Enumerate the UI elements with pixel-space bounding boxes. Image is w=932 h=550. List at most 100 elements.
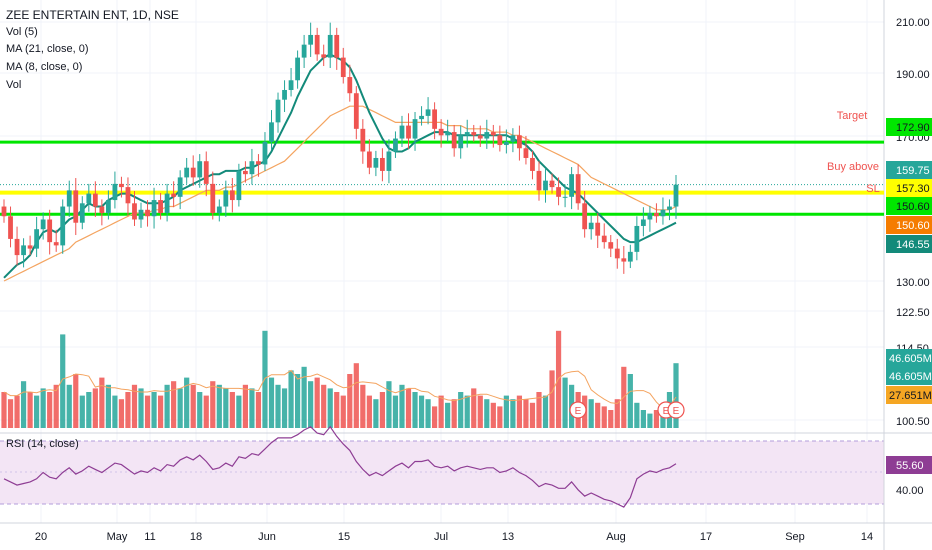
indicator-ma21[interactable]: MA (21, close, 0) <box>6 43 89 55</box>
svg-text:157.30: 157.30 <box>896 183 930 195</box>
earnings-marker-circle <box>667 401 685 419</box>
candle-body <box>399 125 405 139</box>
volume-bar <box>373 399 379 428</box>
candle-body <box>419 115 424 120</box>
candle-body <box>627 251 633 262</box>
time-tick: 13 <box>502 531 514 543</box>
candle-body <box>510 135 516 142</box>
indicator-ma8[interactable]: MA (8, close, 0) <box>6 61 83 73</box>
volume-bar <box>588 399 594 428</box>
candle-body <box>184 167 190 178</box>
volume-bar <box>432 406 438 428</box>
price-tick: 100.50 <box>896 416 930 428</box>
candle-body <box>177 177 183 197</box>
volume-bar <box>523 399 529 428</box>
volume-bar <box>497 406 503 428</box>
volume-bar <box>562 377 568 428</box>
volume-bar <box>236 395 242 428</box>
volume-bar <box>99 377 105 428</box>
time-tick: 18 <box>190 531 202 543</box>
candle-body <box>366 151 372 168</box>
time-tick: Sep <box>785 531 805 543</box>
volume-bar <box>242 384 248 428</box>
svg-text:150.60: 150.60 <box>896 220 930 232</box>
volume-bar <box>379 392 386 428</box>
volume-bar <box>510 399 516 428</box>
indicator-vol[interactable]: Vol <box>6 79 22 91</box>
volume-bar <box>79 395 85 428</box>
candle-body <box>236 170 242 201</box>
candle-body <box>242 170 248 175</box>
volume-bar <box>653 410 660 428</box>
candle-body <box>73 190 79 223</box>
candle-body <box>125 187 131 204</box>
candle-body <box>490 132 496 136</box>
candle-body <box>575 174 581 204</box>
time-tick: May <box>107 531 128 543</box>
volume-bar <box>294 374 301 428</box>
candle-body <box>249 161 255 175</box>
volume-bar <box>125 392 131 428</box>
earnings-marker[interactable]: E <box>569 401 587 419</box>
price-badge-ma21: 150.60 <box>886 216 932 234</box>
earnings-marker-circle <box>569 401 587 419</box>
time-axis[interactable]: 20 May 11 18 Jun 15 Jul 13 Aug 17 Sep 14 <box>35 531 873 543</box>
rsi-indicator-label[interactable]: RSI (14, close) <box>6 438 79 450</box>
volume-bar <box>118 399 125 428</box>
symbol-title[interactable]: ZEE ENTERTAIN ENT, 1D, NSE <box>6 8 179 22</box>
candle-body <box>197 161 203 178</box>
candle-body <box>132 203 137 220</box>
volume-bar <box>184 377 190 428</box>
volume-bar <box>314 377 320 428</box>
volume-bar <box>445 402 451 428</box>
time-tick: 11 <box>144 531 155 543</box>
price-axis[interactable]: 210.00 190.00 170.00 130.00 122.50 114.5… <box>896 17 930 428</box>
volume-bar <box>34 395 40 428</box>
candle-body <box>216 206 222 214</box>
price-tick: 210.00 <box>896 17 930 29</box>
candle-body <box>158 200 163 214</box>
volume-bar <box>353 363 359 428</box>
candle-body <box>477 135 483 139</box>
candle-body <box>601 235 607 243</box>
candle-body <box>262 141 268 165</box>
candle-body <box>556 187 561 197</box>
earnings-marker-label: E <box>673 406 680 417</box>
earnings-marker[interactable]: E <box>667 401 685 419</box>
time-tick: Jun <box>258 531 276 543</box>
candle-body <box>79 203 85 223</box>
volume-ma-line <box>3 369 677 410</box>
candle-body <box>229 190 235 201</box>
candle-body <box>138 209 144 220</box>
volume-bar <box>503 395 509 428</box>
volume-bar <box>458 392 464 428</box>
candle-body <box>92 193 98 207</box>
volume-bar <box>360 384 366 428</box>
volume-bar <box>92 388 98 428</box>
candle-body <box>608 242 614 249</box>
volume-bar <box>366 395 372 428</box>
candle-body <box>562 196 568 198</box>
volume-bar <box>412 392 418 428</box>
candle-body <box>503 141 509 146</box>
candle-body <box>112 183 118 201</box>
candle-body <box>647 213 653 220</box>
candle-body <box>256 161 261 165</box>
volume-bar <box>542 395 549 428</box>
volume-bar <box>144 395 151 428</box>
candle-body <box>53 242 59 246</box>
volume-bar <box>549 370 555 428</box>
volume-bar <box>275 384 281 428</box>
candle-body <box>282 89 287 100</box>
candle-body <box>660 209 666 217</box>
volume-bar <box>210 381 216 428</box>
candle-body <box>667 206 672 210</box>
ma21-line <box>3 105 677 282</box>
volume-bar <box>255 392 262 428</box>
volume-bar <box>203 395 209 428</box>
candle-body <box>8 216 13 239</box>
volume-bar <box>7 399 14 428</box>
indicator-vol5[interactable]: Vol (5) <box>6 26 38 38</box>
